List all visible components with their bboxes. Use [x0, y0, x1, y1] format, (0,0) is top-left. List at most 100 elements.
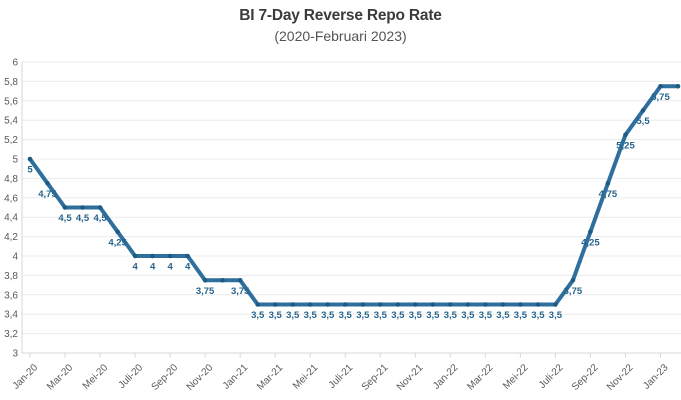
data-point-label: 3,75 [564, 286, 583, 297]
data-point-label: 3,5 [461, 310, 475, 321]
x-axis-label: Jan-23 [641, 362, 671, 392]
data-point-marker [395, 302, 401, 307]
y-axis-label: 3 [12, 349, 18, 360]
data-point-marker [45, 181, 50, 186]
data-point-marker [378, 302, 383, 307]
data-point-marker [483, 302, 488, 307]
data-point-marker [290, 302, 296, 307]
data-point-label: 5,5 [636, 116, 650, 127]
data-point-marker [518, 302, 523, 307]
x-axis-label: Mei-20 [81, 362, 111, 392]
y-axis-label: 4,2 [4, 232, 18, 243]
x-axis-label: Juli-20 [117, 362, 146, 391]
data-point-label: 4,25 [581, 237, 600, 248]
rate-line-series [28, 84, 680, 307]
x-axis-label: Jan-22 [431, 362, 461, 392]
data-point-label: 3,5 [339, 310, 353, 321]
x-axis-label: Sep-22 [570, 362, 601, 393]
data-point-label: 4,5 [58, 213, 72, 224]
data-point-label: 3,5 [321, 310, 335, 321]
data-point-marker [553, 302, 558, 307]
data-point-marker [640, 108, 646, 113]
x-axis-label: Juli-21 [327, 362, 356, 391]
y-axis-label: 3,8 [4, 271, 18, 282]
data-point-label: 3,5 [409, 310, 423, 321]
data-point-marker [167, 253, 173, 259]
y-axis-label: 5,4 [4, 116, 18, 127]
data-point-marker [430, 302, 436, 307]
data-point-marker [185, 253, 190, 259]
data-point-marker [605, 181, 611, 186]
y-axis-label: 4,4 [4, 213, 18, 224]
data-point-marker [448, 302, 453, 307]
data-point-label: 3,5 [549, 310, 563, 321]
data-point-marker [220, 278, 225, 283]
data-point-marker [150, 253, 155, 259]
x-axis-label: Nov-22 [605, 362, 636, 393]
data-point-label: 5,25 [616, 140, 635, 151]
data-point-label: 4,75 [599, 189, 618, 200]
data-point-label: 3,5 [426, 310, 440, 321]
data-point-label: 3,5 [531, 310, 545, 321]
data-point-marker [658, 84, 663, 89]
data-point-label: 3,5 [286, 310, 300, 321]
y-axis-label: 5,6 [4, 96, 18, 107]
y-axis-label: 5,2 [4, 135, 18, 146]
data-point-label: 4,75 [38, 189, 57, 200]
data-point-marker [80, 205, 85, 210]
data-point-marker [360, 302, 366, 307]
x-axis-label: Mar-21 [255, 362, 285, 392]
data-point-marker [272, 302, 278, 307]
data-point-marker [675, 84, 681, 89]
data-point-label: 4 [167, 262, 173, 273]
data-point-marker [413, 302, 418, 307]
data-point-label: 3,5 [514, 310, 528, 321]
x-axis-label: Nov-21 [395, 362, 426, 393]
x-axis-label: Mei-22 [501, 362, 531, 392]
data-point-marker [623, 132, 628, 138]
data-point-label: 3,5 [251, 310, 265, 321]
data-point-label: 3,5 [496, 310, 510, 321]
y-axis-label: 3,2 [4, 329, 18, 340]
x-axis-label: Sep-21 [360, 362, 391, 393]
data-point-label: 5,75 [651, 92, 670, 103]
data-point-marker [62, 205, 68, 210]
data-point-label: 3,5 [304, 310, 318, 321]
data-point-marker [202, 278, 208, 283]
y-axis-label: 4 [12, 252, 18, 263]
data-point-marker [115, 229, 120, 235]
data-point-label: 3,5 [269, 310, 283, 321]
x-axis-label: Nov-20 [185, 362, 216, 393]
data-point-marker [325, 302, 331, 307]
y-axis-label: 5,8 [4, 77, 18, 88]
data-point-marker [307, 302, 313, 307]
data-point-label: 4 [185, 262, 191, 273]
chart-subtitle: (2020-Februari 2023) [274, 28, 407, 44]
data-point-label: 3,5 [374, 310, 388, 321]
chart-title: BI 7-Day Reverse Repo Rate [239, 7, 442, 24]
data-point-marker [342, 302, 348, 307]
x-axis-label: Jan-20 [11, 362, 41, 392]
data-point-label: 4,5 [76, 213, 90, 224]
data-point-marker [465, 302, 471, 307]
data-point-label: 5 [27, 165, 33, 176]
y-axis-label: 3,4 [4, 310, 18, 321]
data-point-label: 4 [150, 262, 156, 273]
data-point-label: 3,5 [444, 310, 458, 321]
data-point-marker [570, 278, 576, 283]
y-axis-label: 4,6 [4, 193, 18, 204]
data-point-marker [132, 253, 138, 259]
data-point-marker [27, 156, 33, 162]
data-point-label: 4,5 [93, 213, 107, 224]
data-point-marker [588, 229, 593, 235]
data-point-label: 3,75 [196, 286, 215, 297]
data-point-marker [535, 302, 541, 307]
data-point-marker [255, 302, 260, 307]
x-axis-label: Mar-20 [45, 362, 75, 392]
data-point-label: 3,5 [391, 310, 405, 321]
y-axis-label: 3,6 [4, 290, 18, 301]
y-axis-label: 6 [12, 58, 18, 69]
x-axis-label: Juli-22 [537, 362, 566, 391]
data-point-label: 3,5 [479, 310, 493, 321]
